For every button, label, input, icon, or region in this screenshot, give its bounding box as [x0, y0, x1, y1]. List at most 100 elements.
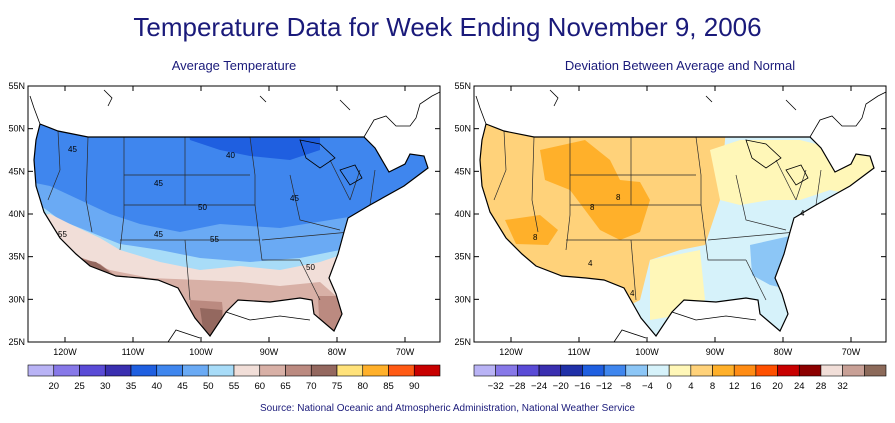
map-2-subtitle: Deviation Between Average and Normal: [564, 58, 796, 73]
legend-label: 80: [357, 381, 368, 392]
legend-label: 30: [100, 381, 111, 392]
legend-swatch: [495, 364, 518, 377]
legend-label: 0: [667, 381, 672, 392]
svg-text:55: 55: [210, 235, 219, 244]
legend-swatch: [53, 364, 80, 377]
legend-label: 4: [688, 381, 693, 392]
svg-text:8: 8: [533, 233, 538, 242]
legend-swatch: [310, 364, 338, 377]
map-1: 45 40 45 45 50 45 55 55 50: [27, 85, 441, 343]
lon-label: 70W: [396, 347, 415, 357]
lon-label: 100W: [635, 347, 659, 357]
legend-swatch: [156, 364, 183, 377]
legend-swatch: [625, 364, 648, 377]
legend-swatch: [842, 364, 865, 377]
svg-text:4: 4: [588, 259, 593, 268]
legend-swatch: [647, 364, 670, 377]
legend-label: −20: [553, 381, 569, 392]
svg-text:45: 45: [154, 179, 163, 188]
legend-swatch: [130, 364, 158, 377]
legend-label: 45: [177, 381, 188, 392]
lon-label: 120W: [53, 347, 77, 357]
legend-swatch: [233, 364, 261, 377]
svg-text:8: 8: [616, 193, 621, 202]
lon-label: 90W: [260, 347, 279, 357]
legend-label: 50: [203, 381, 214, 392]
svg-text:45: 45: [154, 230, 163, 239]
lat-label: 45N: [454, 166, 471, 176]
legend-swatch: [777, 364, 800, 377]
legend-swatch: [79, 364, 106, 377]
lon-label: 110W: [568, 347, 591, 357]
legend-swatch: [538, 364, 562, 377]
legend-swatch: [413, 364, 441, 377]
legend-label: 55: [229, 381, 240, 392]
legend-swatch: [820, 364, 843, 377]
legend-label: 70: [306, 381, 317, 392]
legend-label: −12: [596, 381, 612, 392]
svg-text:4: 4: [800, 209, 805, 218]
map-2: 8 8 8 4 4 4: [473, 85, 887, 343]
legend-label: 35: [126, 381, 137, 392]
lat-label: 55N: [454, 81, 471, 91]
legend-swatch: [690, 364, 713, 377]
lon-label: 80W: [774, 347, 793, 357]
legend-swatch: [712, 364, 735, 377]
svg-text:55: 55: [58, 230, 67, 239]
lon-label: 90W: [706, 347, 725, 357]
lat-label: 40N: [8, 209, 25, 219]
map-1-subtitle: Average Temperature: [171, 58, 297, 73]
lon-label: 120W: [499, 347, 523, 357]
lat-label: 35N: [454, 252, 471, 262]
legend-swatch: [582, 364, 605, 377]
legend-label: 90: [409, 381, 420, 392]
legend-label: 12: [729, 381, 740, 392]
lon-label: 70W: [842, 347, 861, 357]
legend-label: 28: [816, 381, 827, 392]
legend-label: 20: [772, 381, 783, 392]
svg-text:50: 50: [306, 263, 315, 272]
legend-label: −32: [488, 381, 504, 392]
svg-text:45: 45: [290, 194, 299, 203]
page-title: Temperature Data for Week Ending Novembe…: [133, 12, 762, 42]
legend-label: 24: [794, 381, 805, 392]
legend-swatch: [473, 364, 496, 377]
legend-swatch: [864, 364, 887, 377]
lat-label: 55N: [8, 81, 25, 91]
lat-label: 25N: [8, 337, 25, 347]
legend-swatch: [182, 364, 209, 377]
lat-label: 50N: [8, 124, 25, 134]
legend-label: 8: [710, 381, 715, 392]
lat-label: 35N: [8, 252, 25, 262]
legend-swatch: [388, 364, 415, 377]
legend-label: 85: [383, 381, 394, 392]
legend-label: 65: [280, 381, 291, 392]
source-caption: Source: National Oceanic and Atmospheric…: [259, 403, 635, 414]
legend-swatch: [733, 364, 757, 377]
svg-text:4: 4: [630, 289, 635, 298]
legend-label: −24: [531, 381, 547, 392]
legend-label: 60: [254, 381, 265, 392]
lat-label: 45N: [8, 166, 25, 176]
legend-swatch: [104, 364, 132, 377]
legend-swatch: [336, 364, 364, 377]
legend-swatch: [27, 364, 55, 377]
lon-label: 80W: [328, 347, 347, 357]
legend-swatch: [668, 364, 692, 377]
legend-label: 16: [751, 381, 762, 392]
svg-text:40: 40: [226, 151, 235, 160]
legend-swatch: [517, 364, 540, 377]
legend-label: −8: [620, 381, 631, 392]
legend-swatch: [259, 364, 286, 377]
legend-label: 32: [837, 381, 848, 392]
lat-label: 30N: [454, 294, 471, 304]
legend-swatch: [285, 364, 312, 377]
lon-label: 110W: [122, 347, 145, 357]
svg-text:50: 50: [198, 203, 207, 212]
lat-label: 40N: [454, 209, 471, 219]
legend-swatch: [362, 364, 389, 377]
legend-swatch: [755, 364, 778, 377]
lat-label: 25N: [454, 337, 471, 347]
legend-label: 40: [151, 381, 162, 392]
